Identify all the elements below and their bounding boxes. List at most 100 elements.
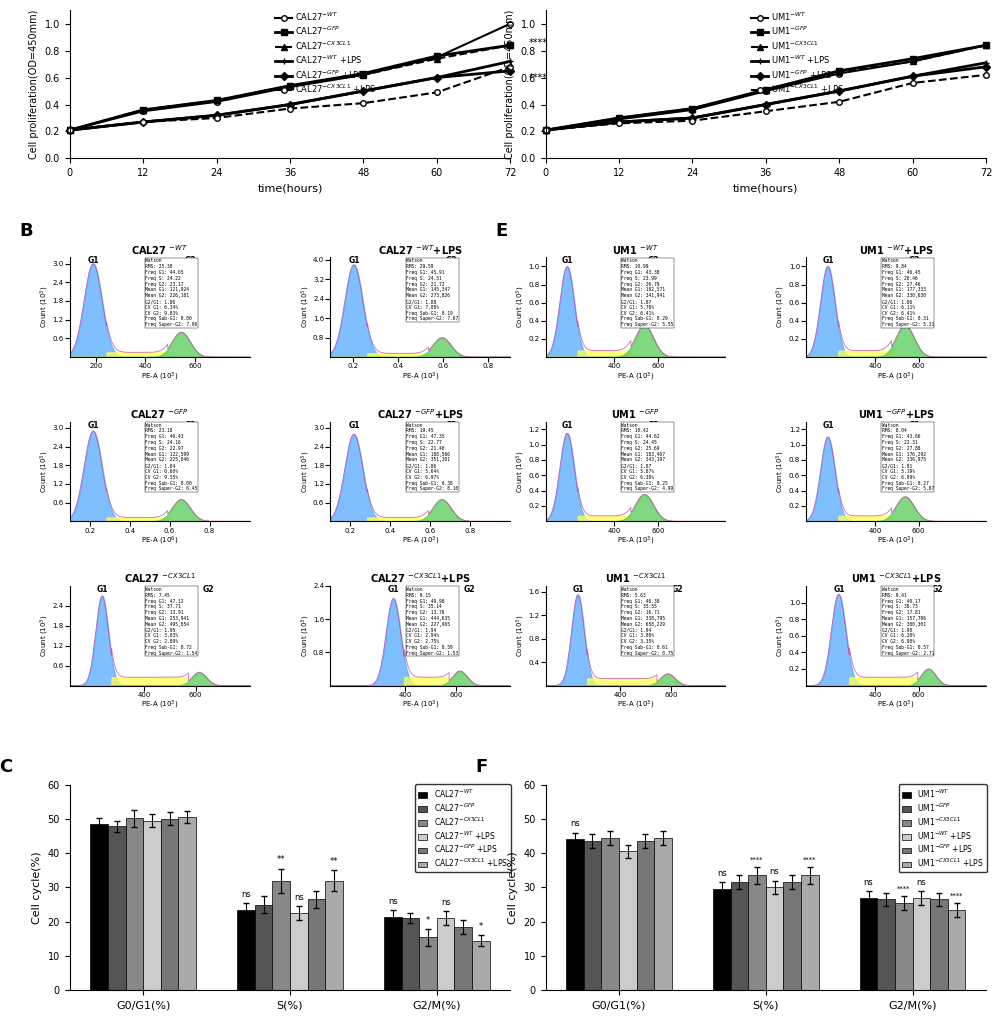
Text: ****: **** [529, 72, 548, 83]
Text: G1: G1 [823, 256, 834, 265]
Title: CAL27 $^{-WT}$+LPS: CAL27 $^{-WT}$+LPS [377, 243, 463, 256]
Text: ns: ns [570, 820, 580, 828]
Bar [143, 821, 160, 990]
Text: G1: G1 [88, 421, 100, 430]
Text: G1: G1 [88, 256, 100, 265]
Text: G2: G2 [932, 585, 943, 594]
Text: G1: G1 [834, 585, 845, 594]
Text: ns: ns [441, 897, 450, 907]
Bar [566, 839, 584, 990]
Bar [272, 880, 290, 990]
Bar [713, 889, 730, 990]
Text: C: C [0, 759, 13, 776]
Bar [801, 875, 819, 990]
Y-axis label: Count (10$^3$): Count (10$^3$) [514, 286, 527, 329]
Y-axis label: Count (10$^3$): Count (10$^3$) [299, 615, 312, 657]
Text: B: B [19, 222, 33, 240]
Bar [308, 900, 326, 990]
Legend: CAL27$^{-WT}$, CAL27$^{-GFP}$, CAL27$^{-CX3CL1}$, CAL27$^{-WT}$ +LPS, CAL27$^{-G: CAL27$^{-WT}$, CAL27$^{-GFP}$, CAL27$^{-… [415, 784, 511, 872]
Text: Watson
RMS: 25.30
Freq G1: 44.65
Freq S: 24.22
Freq G2: 23.17
Mean G1: 121,924
M: Watson RMS: 25.30 Freq G1: 44.65 Freq S:… [145, 258, 197, 328]
Text: G1: G1 [349, 421, 360, 430]
Bar [290, 913, 308, 990]
Text: Watson
RMS: 19.45
Freq G1: 47.35
Freq S: 22.77
Freq G2: 21.40
Mean G1: 188,566
M: Watson RMS: 19.45 Freq G1: 47.35 Freq S:… [406, 423, 458, 491]
Text: G2: G2 [185, 256, 196, 265]
Text: ****: **** [529, 38, 548, 48]
Text: ****: **** [750, 857, 764, 863]
X-axis label: PE-A (10$^3$): PE-A (10$^3$) [617, 371, 654, 383]
Text: *: * [426, 916, 430, 924]
Y-axis label: Cell proliferation(OD=450mm): Cell proliferation(OD=450mm) [505, 9, 515, 159]
Bar [419, 937, 437, 990]
Text: G2: G2 [445, 421, 457, 430]
Title: UM1 $^{-GFP}$+LPS: UM1 $^{-GFP}$+LPS [858, 407, 934, 421]
Y-axis label: Count (10$^3$): Count (10$^3$) [775, 450, 788, 492]
Text: ns: ns [717, 869, 727, 878]
Y-axis label: Cell cycle(%): Cell cycle(%) [508, 852, 518, 924]
Text: G2: G2 [908, 421, 920, 430]
Bar [125, 818, 143, 990]
Bar [895, 903, 912, 990]
Y-axis label: Count (10$^3$): Count (10$^3$) [39, 615, 51, 657]
Text: ns: ns [241, 889, 251, 898]
Text: G1: G1 [388, 585, 399, 594]
Bar [860, 897, 877, 990]
Bar [401, 918, 419, 990]
Title: UM1 $^{-CX3CL1}$: UM1 $^{-CX3CL1}$ [605, 572, 666, 585]
Y-axis label: Count (10$^3$): Count (10$^3$) [514, 450, 527, 492]
Y-axis label: Count (10$^3$): Count (10$^3$) [299, 286, 312, 329]
X-axis label: PE-A (10$^3$): PE-A (10$^3$) [141, 699, 178, 712]
Text: G2: G2 [445, 256, 457, 265]
Text: Watson
RMS: 8.04
Freq G1: 43.66
Freq S: 22.31
Freq G2: 27.88
Mean G1: 176,292
Me: Watson RMS: 8.04 Freq G1: 43.66 Freq S: … [881, 423, 934, 491]
Bar [877, 900, 895, 990]
Text: G2: G2 [671, 585, 683, 594]
Text: Watson
RMS: 10.99
Freq G1: 43.38
Freq S: 23.99
Freq G2: 26.79
Mean G1: 182,571
M: Watson RMS: 10.99 Freq G1: 43.38 Freq S:… [622, 258, 673, 328]
Bar [584, 841, 602, 990]
X-axis label: PE-A (10$^6$): PE-A (10$^6$) [141, 535, 178, 547]
Bar [730, 882, 748, 990]
Bar [948, 910, 965, 990]
Title: CAL27 $^{-GFP}$+LPS: CAL27 $^{-GFP}$+LPS [376, 407, 464, 421]
Text: G2: G2 [463, 585, 475, 594]
Bar [784, 882, 801, 990]
X-axis label: PE-A (10$^3$): PE-A (10$^3$) [401, 371, 439, 383]
Title: UM1 $^{-GFP}$: UM1 $^{-GFP}$ [611, 407, 660, 421]
Text: ns: ns [770, 868, 780, 876]
Text: Watson
RMS: 9.41
Freq G1: 40.17
Freq S: 38.73
Freq G2: 17.81
Mean G1: 157,706
Me: Watson RMS: 9.41 Freq G1: 40.17 Freq S: … [881, 587, 934, 655]
Text: G1: G1 [823, 421, 834, 430]
Text: Watson
RMS: 7.45
Freq G1: 47.12
Freq S: 37.71
Freq G2: 13.91
Mean G1: 253,941
Me: Watson RMS: 7.45 Freq G1: 47.12 Freq S: … [145, 587, 197, 655]
Text: Watson
RMS: 5.63
Freq G1: 46.38
Freq S: 35.55
Freq G2: 16.71
Mean G1: 338,795
Me: Watson RMS: 5.63 Freq G1: 46.38 Freq S: … [622, 587, 673, 655]
Title: UM1 $^{-CX3CL1}$+LPS: UM1 $^{-CX3CL1}$+LPS [851, 572, 941, 585]
X-axis label: PE-A (10$^3$): PE-A (10$^3$) [401, 535, 439, 547]
Text: G1: G1 [562, 256, 573, 265]
Bar [237, 910, 255, 990]
Text: G1: G1 [573, 585, 584, 594]
Bar [930, 900, 948, 990]
Y-axis label: Count (10$^3$): Count (10$^3$) [775, 615, 788, 657]
Title: CAL27 $^{-WT}$: CAL27 $^{-WT}$ [131, 243, 188, 256]
X-axis label: PE-A (10$^3$): PE-A (10$^3$) [877, 535, 914, 547]
Bar [472, 940, 490, 990]
Title: CAL27 $^{-CX3CL1}$+LPS: CAL27 $^{-CX3CL1}$+LPS [371, 572, 471, 585]
Text: Watson
RMS: 29.59
Freq G1: 45.91
Freq S: 24.51
Freq G2: 21.72
Mean G1: 145,347
M: Watson RMS: 29.59 Freq G1: 45.91 Freq S:… [406, 258, 458, 322]
Text: **: ** [277, 856, 286, 865]
Legend: UM1$^{-WT}$, UM1$^{-GFP}$, UM1$^{-CX3CL1}$, UM1$^{-WT}$ +LPS, UM1$^{-GFP}$ +LPS,: UM1$^{-WT}$, UM1$^{-GFP}$, UM1$^{-CX3CL1… [898, 784, 987, 872]
Text: ****: **** [803, 857, 817, 863]
Y-axis label: Count (10$^3$): Count (10$^3$) [775, 286, 788, 329]
X-axis label: PE-A (10$^3$): PE-A (10$^3$) [877, 371, 914, 383]
Y-axis label: Count (10$^3$): Count (10$^3$) [39, 450, 51, 492]
Bar [437, 918, 454, 990]
Bar [636, 841, 654, 990]
Text: G2: G2 [648, 421, 659, 430]
Bar [326, 880, 343, 990]
X-axis label: PE-A (10$^3$): PE-A (10$^3$) [401, 699, 439, 712]
Bar [454, 927, 472, 990]
Text: G2: G2 [185, 421, 196, 430]
X-axis label: PE-A (10$^3$): PE-A (10$^3$) [877, 699, 914, 712]
Bar [912, 897, 930, 990]
Title: UM1 $^{-WT}$: UM1 $^{-WT}$ [612, 243, 659, 256]
Legend: CAL27$^{-WT}$, CAL27$^{-GFP}$, CAL27$^{-CX3CL1}$, CAL27$^{-WT}$ +LPS, CAL27$^{-G: CAL27$^{-WT}$, CAL27$^{-GFP}$, CAL27$^{-… [272, 7, 380, 98]
Title: CAL27 $^{-GFP}$: CAL27 $^{-GFP}$ [130, 407, 189, 421]
Title: UM1 $^{-WT}$+LPS: UM1 $^{-WT}$+LPS [859, 243, 933, 256]
Y-axis label: Cell proliferation(OD=450mm): Cell proliferation(OD=450mm) [29, 9, 39, 159]
Bar [602, 838, 619, 990]
